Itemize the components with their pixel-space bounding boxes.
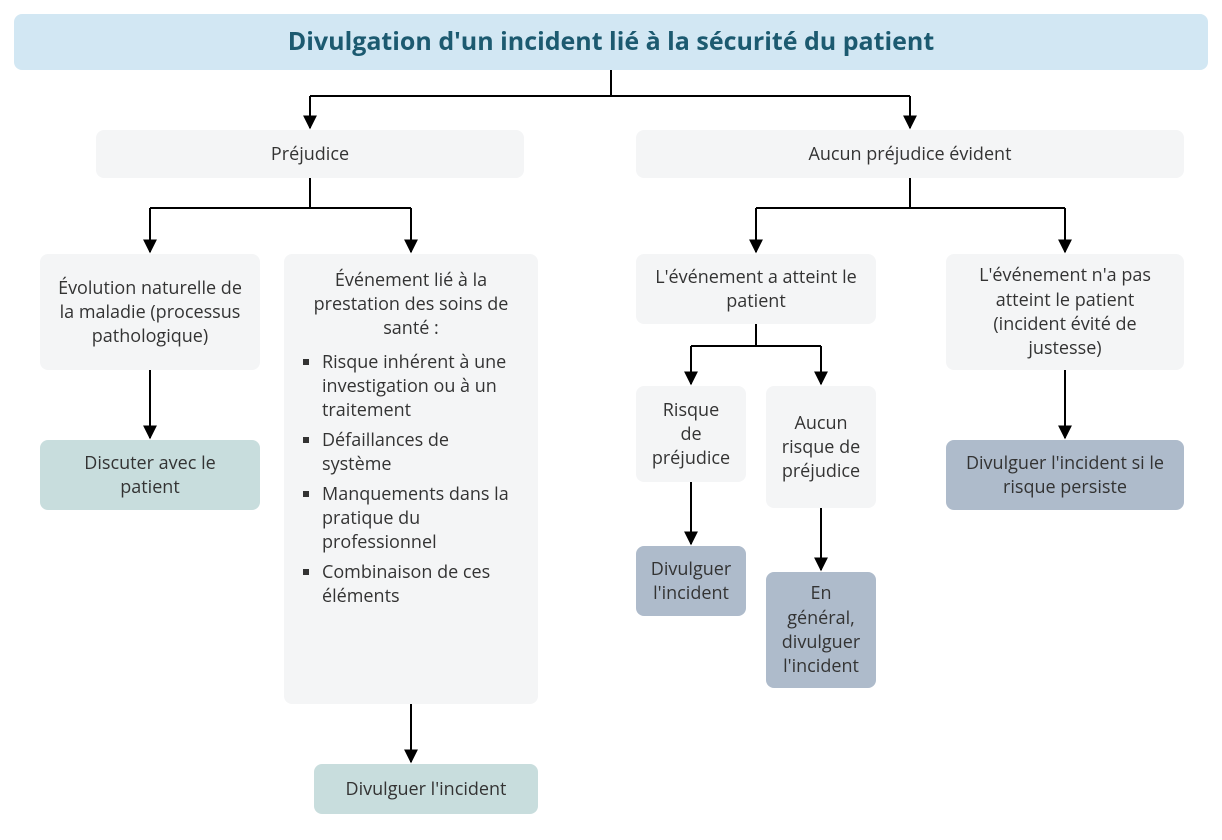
node-prejudice: Préjudice — [96, 130, 524, 178]
event-list-item: Défaillances de système — [322, 428, 520, 476]
node-not-reached: L'événement n'a pas atteint le patient (… — [946, 254, 1184, 370]
flowchart-title: Divulgation d'un incident lié à la sécur… — [14, 14, 1208, 70]
event-list-items: Risque inhérent à une investigation ou à… — [302, 350, 520, 608]
node-no-risk: Aucun risque de préjudice — [766, 386, 876, 508]
action-divulge-left: Divulguer l'incident — [314, 764, 538, 814]
node-event-list: Événement lié à la prestation des soins … — [284, 254, 538, 704]
node-risk: Risque de préjudice — [636, 386, 746, 482]
event-list-item: Combinaison de ces éléments — [322, 560, 520, 608]
event-list-item: Manquements dans la pratique du professi… — [322, 482, 520, 554]
node-no-prejudice: Aucun préjudice évident — [636, 130, 1184, 178]
action-divulge-persist: Divulguer l'incident si le risque persis… — [946, 440, 1184, 510]
node-evolution: Évolution naturelle de la maladie (proce… — [40, 254, 260, 370]
connector-layer — [0, 0, 1222, 840]
event-list-item: Risque inhérent à une investigation ou à… — [322, 350, 520, 422]
node-reached: L'événement a atteint le patient — [636, 254, 876, 324]
action-divulge-general: En général, divulguer l'incident — [766, 572, 876, 688]
action-discuss: Discuter avec le patient — [40, 440, 260, 510]
event-list-lead: Événement lié à la prestation des soins … — [302, 268, 520, 340]
action-divulge-risk: Divulguer l'incident — [636, 546, 746, 616]
